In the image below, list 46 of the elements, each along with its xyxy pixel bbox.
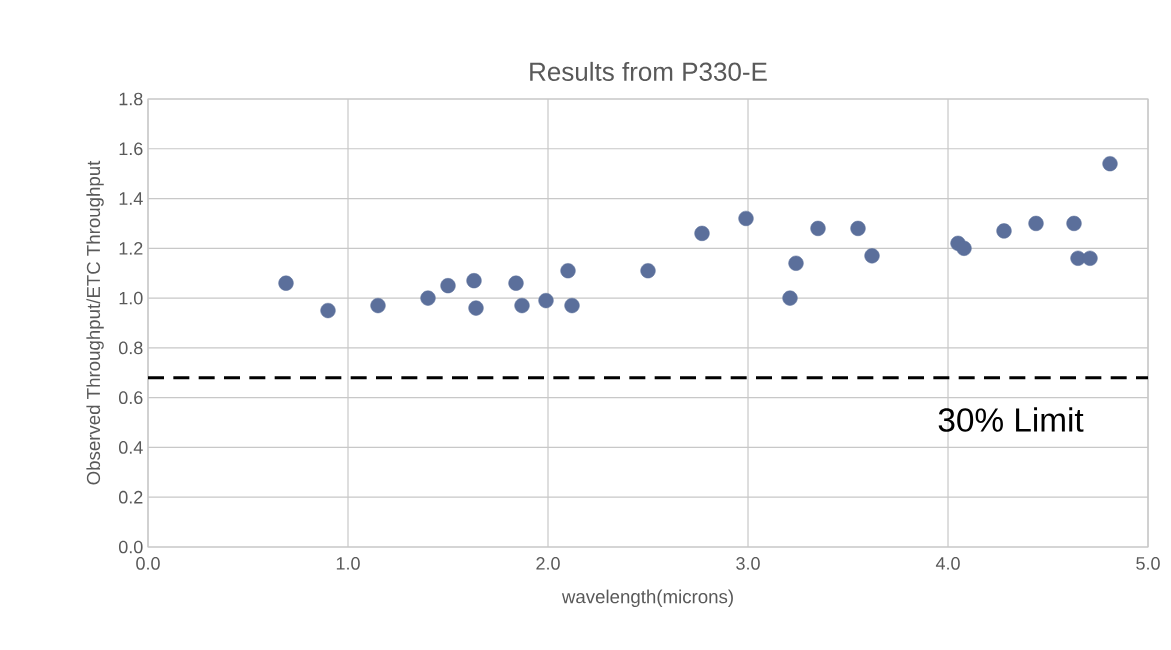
point <box>466 273 482 289</box>
y-tick-label: 1.4 <box>119 192 143 205</box>
x-tick-label: 0.0 <box>136 557 160 570</box>
x-tick-label: 5.0 <box>1136 557 1160 570</box>
point <box>468 300 484 316</box>
point <box>694 225 710 241</box>
point <box>850 220 866 237</box>
point <box>640 263 656 279</box>
ref-line-label: 30% Limit <box>938 407 1084 432</box>
point <box>538 293 554 309</box>
y-tick-label: 1.0 <box>119 291 143 305</box>
x-tick-label: 3.0 <box>736 557 760 570</box>
y-tick-label: 0.4 <box>118 441 143 454</box>
point <box>420 290 436 306</box>
point <box>738 210 754 227</box>
point <box>560 263 576 279</box>
point <box>788 255 804 271</box>
x-tick-label: 1.0 <box>336 557 360 570</box>
point <box>320 302 336 319</box>
x-axis-title: wavelength(microns) <box>561 589 733 607</box>
x-tick-label: 4.0 <box>935 557 960 570</box>
y-tick-label: 1.6 <box>119 142 143 156</box>
point <box>956 240 972 256</box>
point <box>1066 215 1082 232</box>
point <box>508 275 524 291</box>
y-tick-label: 0.2 <box>118 490 143 504</box>
point <box>1102 156 1118 172</box>
point <box>810 220 826 237</box>
point <box>1028 215 1044 232</box>
y-tick-label: 0.0 <box>118 540 143 554</box>
point <box>370 297 386 314</box>
y-tick-label: 0.6 <box>118 391 143 405</box>
point <box>278 275 294 291</box>
point <box>1082 250 1098 266</box>
chart-title: Results from P330-E <box>530 61 767 81</box>
point <box>514 297 530 314</box>
point <box>564 297 580 314</box>
point <box>440 278 456 294</box>
y-tick-label: 1.2 <box>119 242 143 255</box>
y-axis-title: Observed Throughput/ETC Throughput <box>86 160 104 485</box>
y-tick-label: 0.8 <box>118 341 143 355</box>
x-tick-label: 2.0 <box>536 557 560 570</box>
point <box>864 248 880 264</box>
y-tick-label: 1.8 <box>119 92 143 106</box>
point <box>782 290 798 306</box>
point <box>996 223 1012 239</box>
